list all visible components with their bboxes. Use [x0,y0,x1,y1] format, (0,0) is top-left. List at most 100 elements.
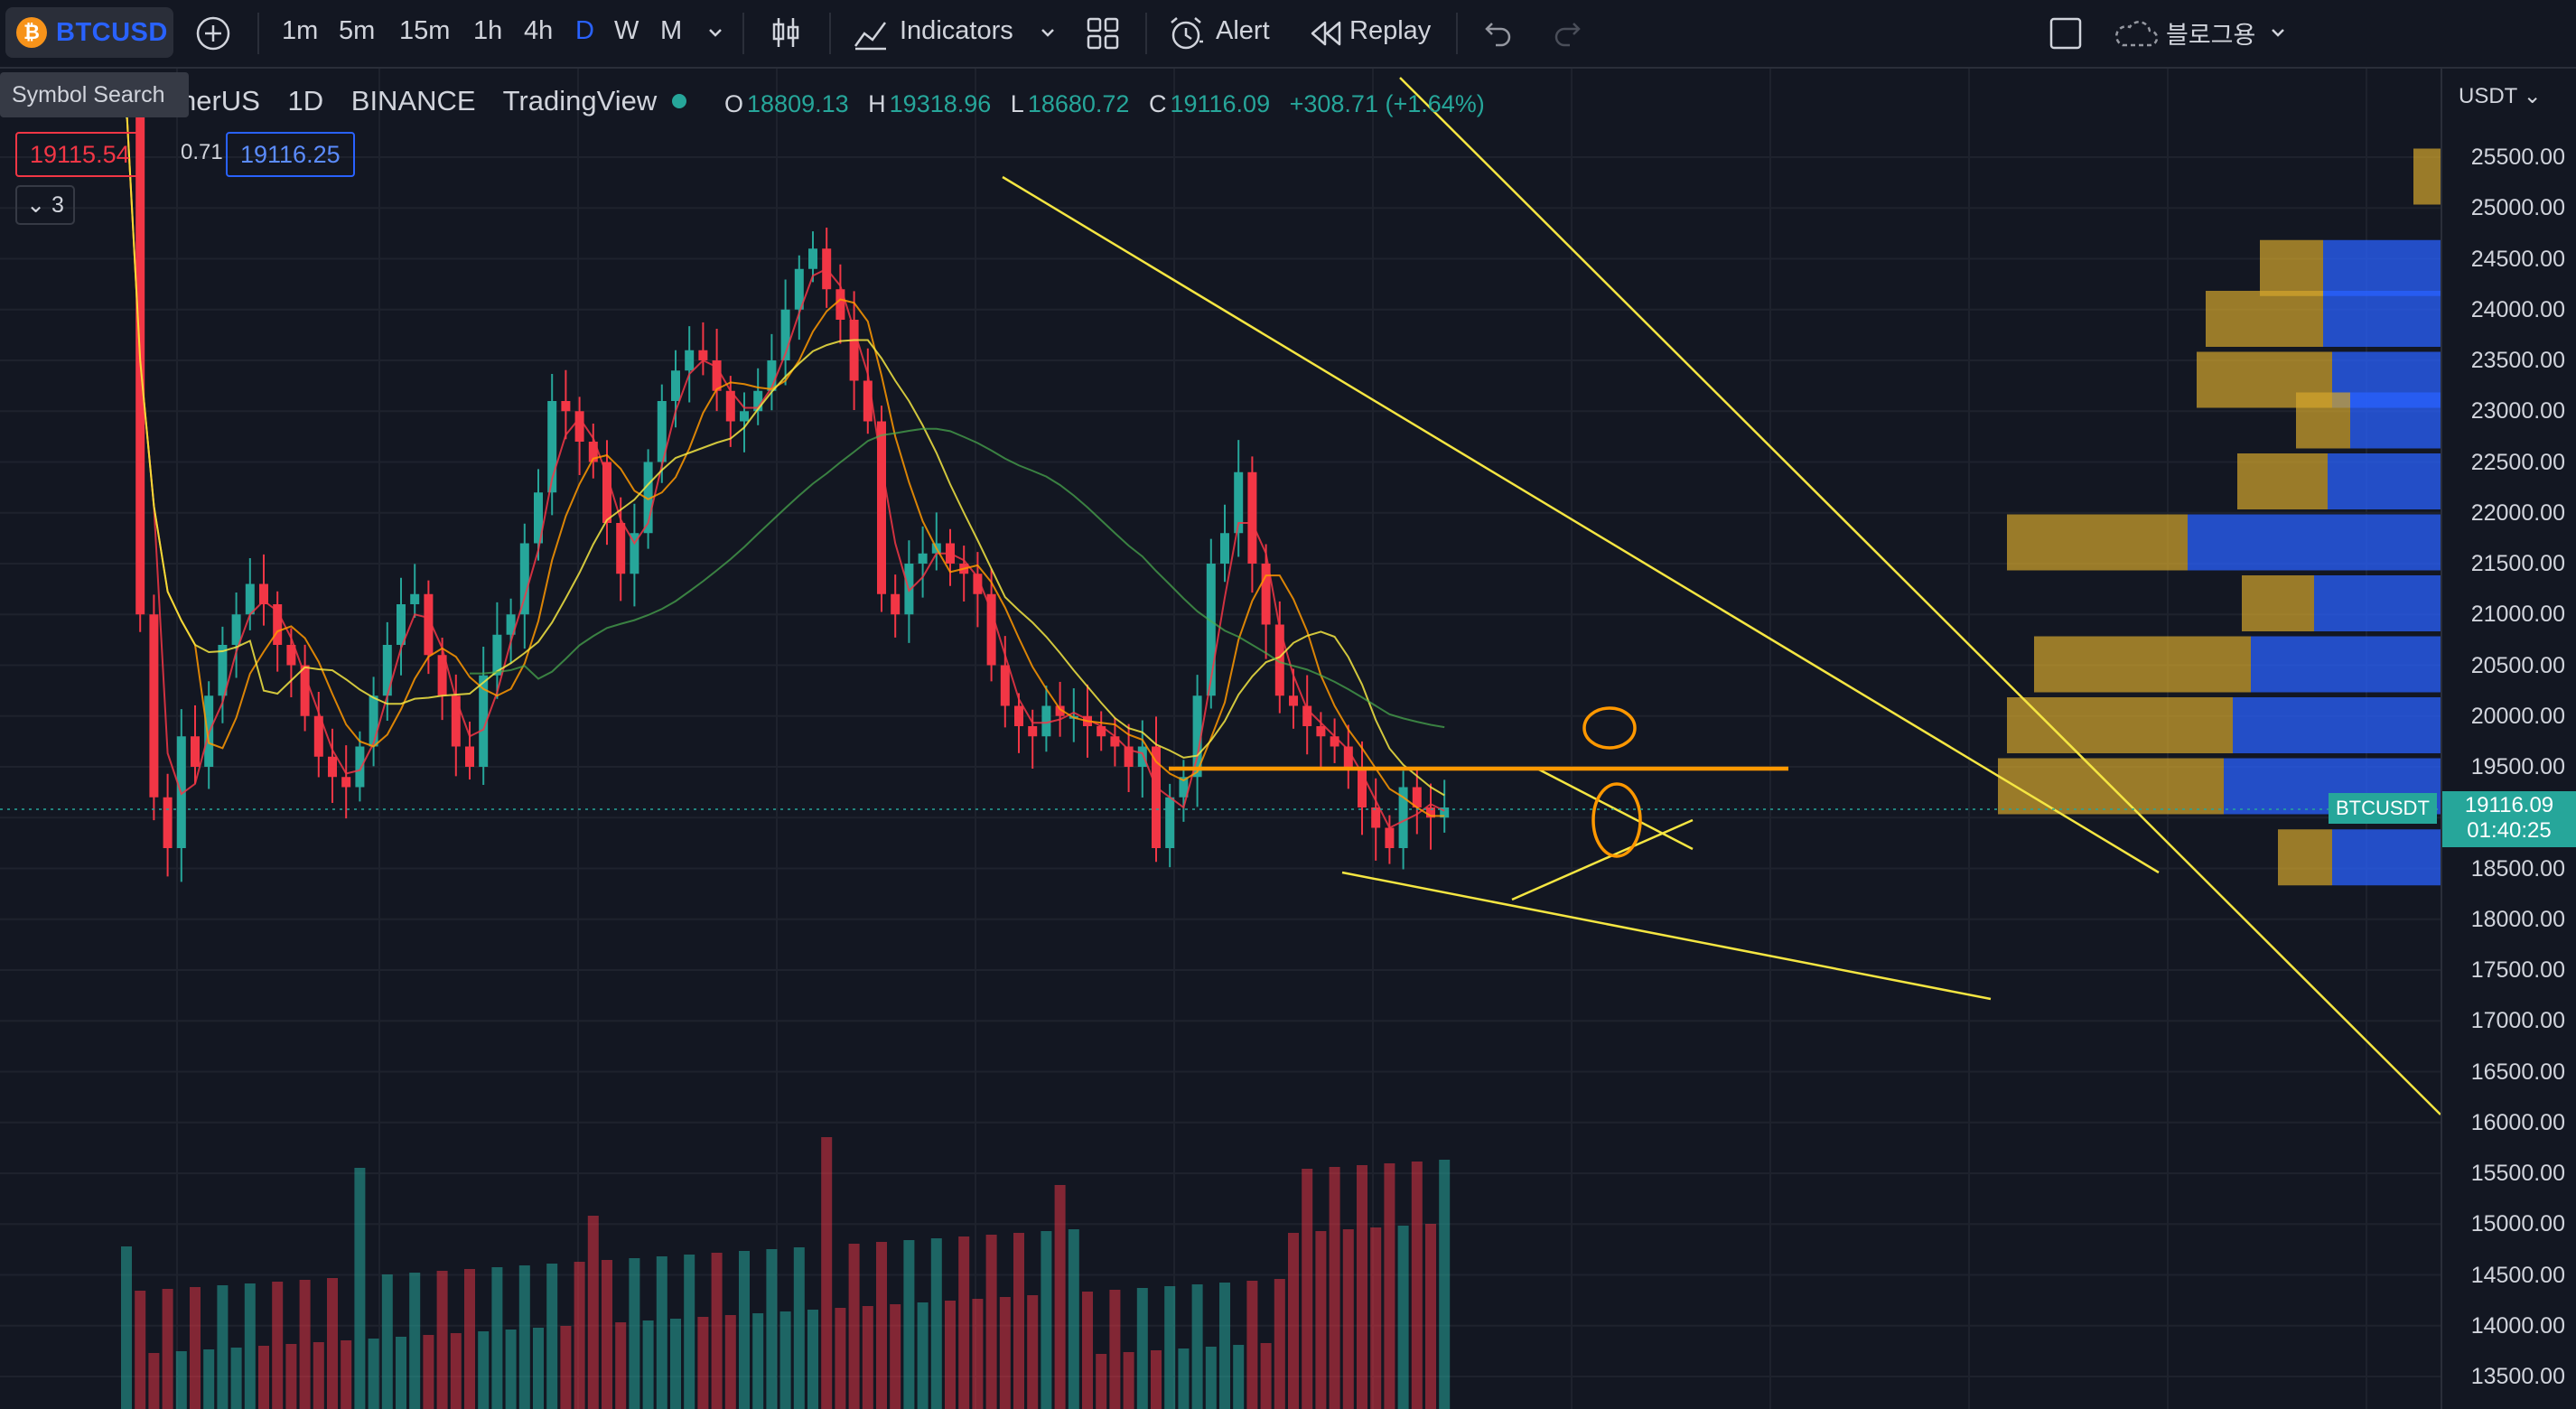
volume-profile-up [2233,697,2441,753]
candles-icon[interactable] [770,14,802,55]
volume-bar [999,1297,1011,1409]
candle-body [891,593,901,615]
candle-body [588,442,598,462]
candle-body [369,695,378,747]
volume-bar [272,1282,284,1409]
volume-bar [985,1235,997,1409]
grid-icon[interactable] [1086,16,1120,55]
volume-bar [491,1267,503,1409]
undo-icon[interactable] [1483,18,1514,53]
candle-body [355,746,365,788]
currency-selector[interactable]: USDT ⌄ [2459,84,2542,108]
timeframe-w[interactable]: W [614,16,639,45]
candle-body [191,736,200,767]
price-tick: 17000.00 [2470,1008,2565,1034]
price-tick: 17500.00 [2470,957,2565,983]
timeframe-4h[interactable]: 4h [524,16,554,45]
volume-bar [1274,1279,1285,1409]
cloud-icon[interactable] [2112,16,2159,55]
price-tick: 18000.00 [2470,906,2565,932]
market-open-dot [672,94,686,108]
redo-icon[interactable] [1552,18,1582,53]
volume-bar [464,1269,475,1409]
sell-price-button[interactable]: 19115.54 [15,132,145,177]
volume-bar [396,1337,406,1409]
candle-body [574,411,584,442]
alarm-clock-icon[interactable] [1167,14,1205,57]
open-key: O [724,90,744,117]
candle-body [863,380,873,422]
volume-bar [1439,1160,1451,1409]
timeframe-5m[interactable]: 5m [339,16,376,45]
layout-name[interactable]: 블로그용 [2166,22,2256,49]
volume-bar [793,1247,805,1409]
candle-body [1206,564,1216,696]
price-tick: 20500.00 [2470,652,2565,678]
price-tick: 16000.00 [2470,1109,2565,1135]
rewind-icon[interactable] [1310,18,1342,53]
volume-profile-down [2242,575,2314,631]
timeframe-d[interactable]: D [575,16,594,45]
volume-bar [724,1315,736,1409]
candle-body [1041,705,1051,737]
price-tick: 14500.00 [2470,1262,2565,1288]
volume-bar [1260,1343,1272,1409]
volume-bar [1068,1229,1079,1409]
volume-bar [1027,1295,1039,1409]
candle-body [835,289,845,320]
indicators-collapse-button[interactable]: ⌄ 3 [15,185,75,225]
volume-profile-down [2237,453,2328,509]
timeframe-1h[interactable]: 1h [473,16,503,45]
volume-bar [587,1216,599,1409]
candle-body [286,645,296,666]
alert-button[interactable]: Alert [1216,16,1270,45]
candle-body [725,390,735,422]
volume-bar [945,1301,956,1409]
volume-bar [807,1310,818,1409]
price-tick: 24500.00 [2470,246,2565,272]
candle-body [410,593,420,604]
volume-bar [436,1271,448,1409]
chevron-down-icon[interactable] [706,23,724,46]
timeframe-15m[interactable]: 15m [399,16,451,45]
volume-profile-up [2188,514,2441,571]
price-axis[interactable]: 25500.00 25000.00 24500.00 24000.00 23500.00… [2441,69,2576,1409]
volume-bar [684,1255,695,1409]
candle-body [973,574,983,594]
indicators-button[interactable]: Indicators [900,16,1013,45]
candle-body [1152,746,1161,848]
symbol-button[interactable]: ₿ BTCUSD [5,7,173,58]
divider [257,13,259,54]
candle-body [534,492,543,544]
candle-body [1289,695,1298,706]
ma-fast-line [126,106,1445,829]
volume-bar [327,1278,338,1409]
volume-bar [779,1311,791,1409]
volume-bar [1302,1169,1313,1409]
symbol-search-tooltip: Symbol Search [0,72,189,117]
buy-price-button[interactable]: 19116.25 [226,132,355,177]
candle-body [918,553,928,564]
user-drawings[interactable] [0,77,2441,1115]
volume-bar [1136,1288,1148,1409]
timeframe-m[interactable]: M [660,16,683,45]
candle-body [808,248,817,269]
replay-button[interactable]: Replay [1349,16,1432,45]
volume-profile-up [2328,453,2441,509]
square-icon[interactable] [2049,16,2083,55]
plus-circle-icon[interactable] [195,15,231,56]
volume-bar [1219,1283,1230,1409]
chevron-down-icon[interactable] [2269,23,2287,46]
support-trendline [1341,871,1992,1001]
volume-profile-down [2296,392,2350,449]
high-value: 19318.96 [889,90,992,117]
legend-symbol[interactable]: nerUS [181,85,260,117]
price-chart[interactable] [0,69,2441,1409]
indicators-icon[interactable] [853,15,889,56]
chevron-down-icon[interactable] [1039,23,1057,46]
low-key: L [1010,90,1024,117]
timeframe-1m[interactable]: 1m [282,16,319,45]
volume-bar [1288,1233,1299,1409]
volume-bar [615,1322,627,1409]
volume-bar [1370,1227,1382,1409]
